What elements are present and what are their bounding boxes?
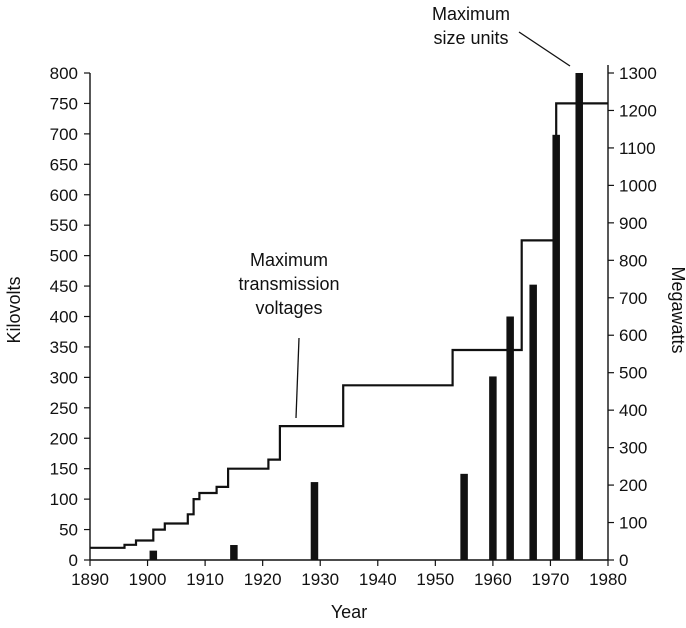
left-tick-label: 800 [50, 64, 78, 83]
unit-size-bar [529, 284, 537, 560]
right-tick-label: 1200 [619, 101, 657, 120]
voltage-annotation: Maximum transmission voltages [238, 250, 340, 419]
left-axis-title: Kilovolts [4, 276, 24, 343]
units-annotation-line-2: size units [433, 28, 508, 48]
unit-size-bar [489, 376, 497, 560]
unit-size-bar [230, 545, 238, 560]
left-tick-label: 150 [50, 460, 78, 479]
voltage-step-line [90, 102, 608, 549]
right-tick-label: 900 [619, 214, 647, 233]
left-tick-label: 450 [50, 277, 78, 296]
right-axis-title: Megawatts [668, 266, 686, 353]
unit-size-bar [506, 316, 514, 560]
x-tick-label: 1930 [301, 570, 339, 589]
left-tick-label: 200 [50, 429, 78, 448]
x-tick-label: 1950 [416, 570, 454, 589]
right-tick-label: 500 [619, 364, 647, 383]
right-tick-label: 1100 [619, 139, 656, 158]
unit-size-bar [310, 482, 319, 560]
left-tick-label: 0 [69, 551, 78, 570]
right-tick-label: 400 [619, 401, 647, 420]
right-tick-label: 700 [619, 289, 647, 308]
left-tick-label: 400 [50, 308, 78, 327]
x-tick-label: 1890 [71, 570, 109, 589]
x-tick-label: 1940 [359, 570, 397, 589]
x-tick-label: 1900 [129, 570, 167, 589]
right-tick-label: 800 [619, 251, 647, 270]
left-tick-label: 600 [50, 186, 78, 205]
voltage-annotation-line-1: Maximum [250, 250, 328, 270]
x-tick-label: 1960 [474, 570, 512, 589]
right-tick-label: 100 [619, 514, 647, 533]
left-tick-label: 250 [50, 399, 78, 418]
unit-size-bar [460, 473, 468, 560]
voltage-step-path [90, 102, 608, 549]
unit-size-bar [575, 73, 583, 560]
left-tick-label: 750 [50, 94, 78, 113]
right-tick-label: 300 [619, 439, 647, 458]
left-tick-label: 350 [50, 338, 78, 357]
units-annotation: Maximum size units [432, 4, 571, 67]
left-tick-label: 100 [50, 490, 78, 509]
left-tick-label: 650 [50, 155, 78, 174]
right-tick-label: 1000 [619, 176, 657, 195]
x-tick-label: 1910 [186, 570, 224, 589]
voltage-annotation-line-2: transmission [238, 274, 339, 294]
units-annotation-line-1: Maximum [432, 4, 510, 24]
voltage-annotation-line-3: voltages [255, 298, 322, 318]
right-tick-label: 600 [619, 326, 647, 345]
unit-size-bars [149, 73, 583, 561]
tick-labels: 0 50 100 150 200 250 300 350 400 450 500 550 600 650 7… [50, 64, 657, 589]
x-axis-title: Year [331, 602, 367, 622]
left-tick-label: 550 [50, 216, 78, 235]
right-tick-label: 200 [619, 476, 647, 495]
x-tick-label: 1920 [244, 570, 282, 589]
unit-size-bar [552, 134, 560, 561]
x-tick-label: 1980 [589, 570, 627, 589]
left-tick-label: 700 [50, 125, 78, 144]
units-annotation-leader [518, 31, 571, 67]
unit-size-bar [149, 550, 158, 560]
voltage-annotation-leader [295, 337, 300, 419]
left-tick-label: 500 [50, 247, 78, 266]
left-tick-label: 50 [59, 521, 78, 540]
right-tick-label: 1300 [619, 64, 657, 83]
right-tick-label: 0 [619, 551, 628, 570]
axes [84, 65, 614, 566]
x-tick-label: 1970 [532, 570, 570, 589]
left-tick-label: 300 [50, 368, 78, 387]
